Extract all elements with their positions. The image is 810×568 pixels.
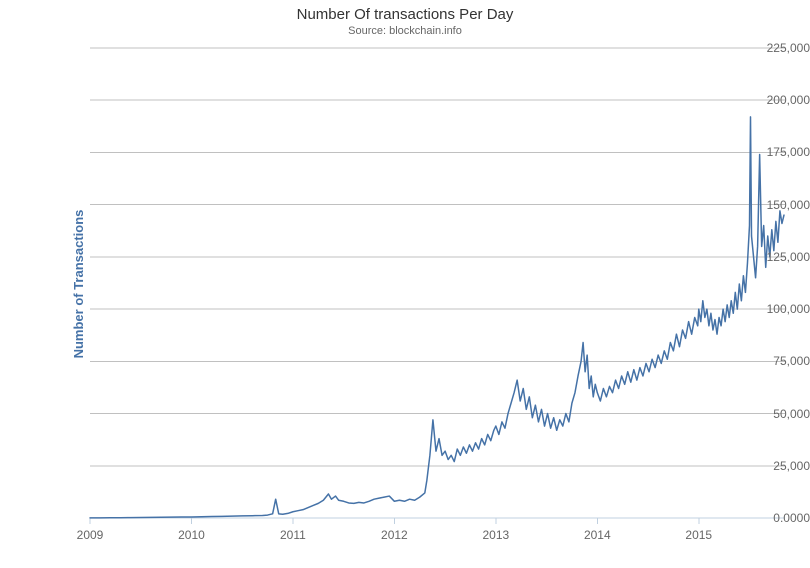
y-tick-label: 25,000 [728,459,810,473]
y-tick-label: 75,000 [728,354,810,368]
chart-container: Number Of transactions Per Day Source: b… [0,0,810,568]
y-tick-label: 225,000 [728,41,810,55]
y-tick-label: 125,000 [728,250,810,264]
x-tick-label: 2013 [482,528,509,542]
chart-svg [0,0,810,568]
y-tick-label: 200,000 [728,93,810,107]
x-tick-label: 2010 [178,528,205,542]
x-tick-label: 2014 [584,528,611,542]
x-tick-label: 2015 [685,528,712,542]
chart-title: Number Of transactions Per Day [0,6,810,23]
x-tick-label: 2012 [381,528,408,542]
y-axis-label: Number of Transactions [71,210,86,359]
y-tick-label: 100,000 [728,302,810,316]
y-tick-label: 175,000 [728,145,810,159]
y-tick-label: 50,000 [728,407,810,421]
y-tick-label: 150,000 [728,198,810,212]
chart-subtitle: Source: blockchain.info [0,25,810,37]
x-tick-label: 2009 [77,528,104,542]
y-tick-label: 0.0000 [728,511,810,525]
x-tick-label: 2011 [280,528,306,542]
